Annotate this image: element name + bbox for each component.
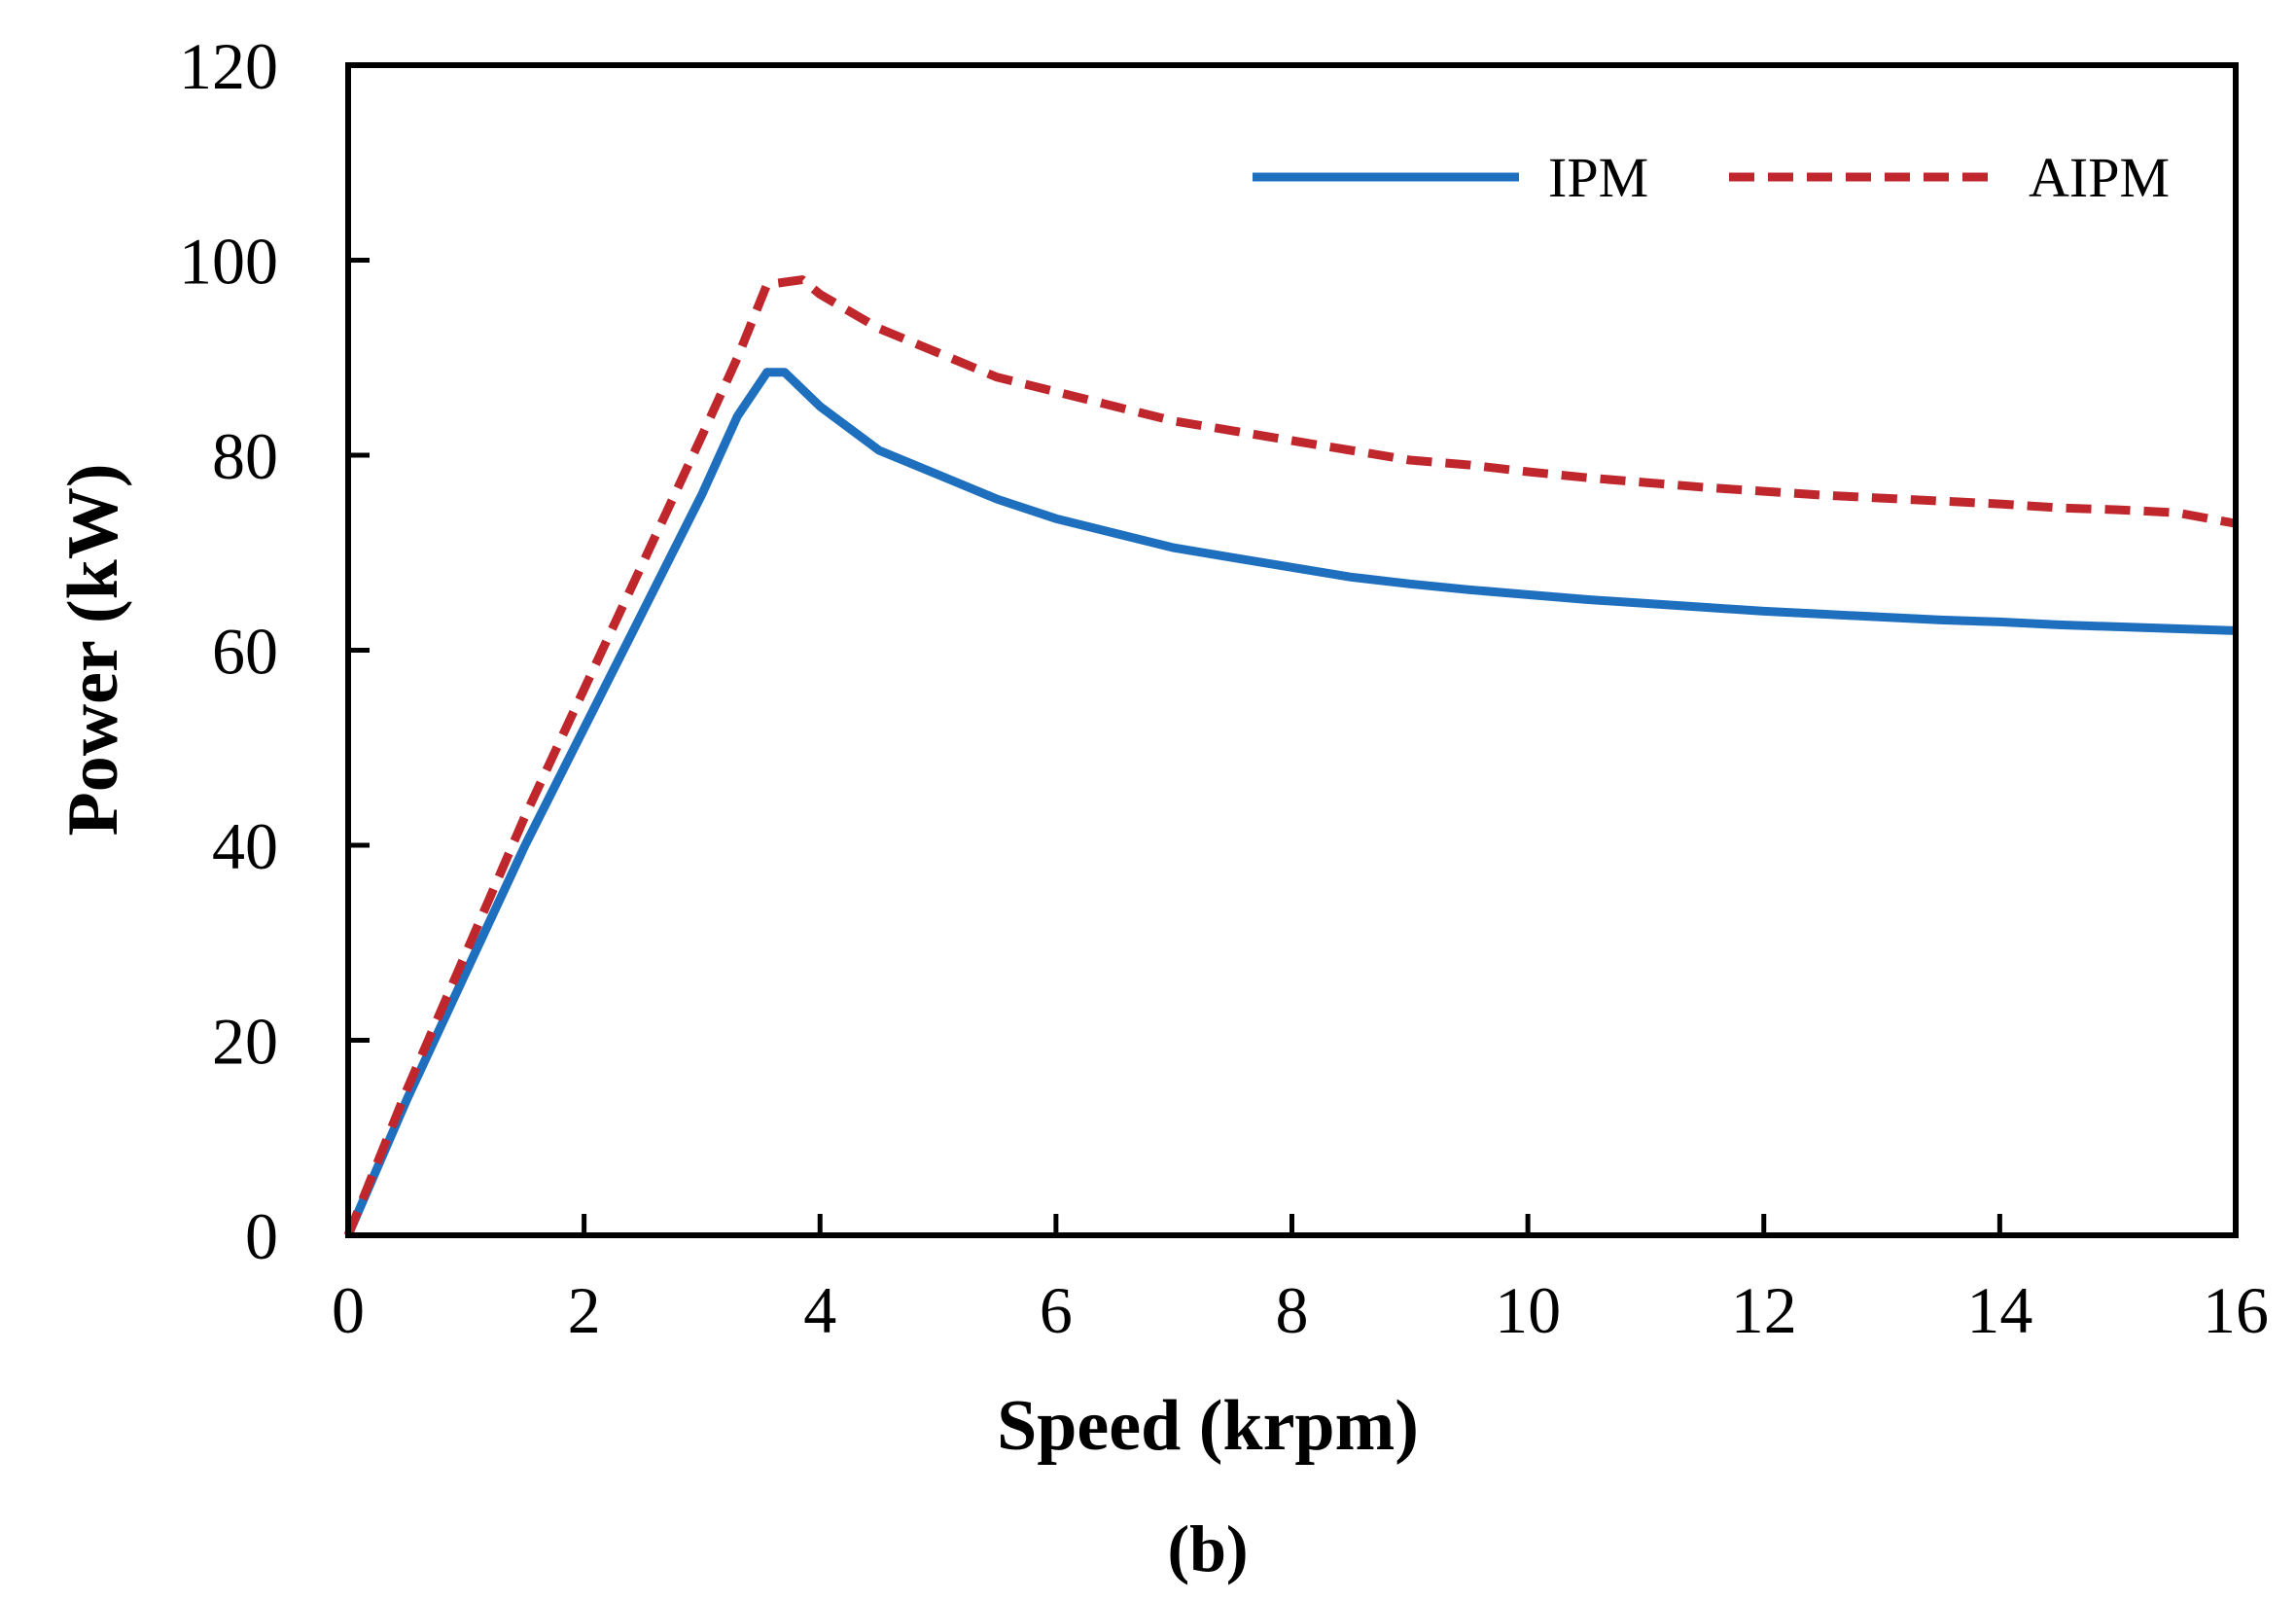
ticks-layer (345, 62, 2239, 1238)
plot-frame (345, 62, 2239, 1238)
x-tick-label-14: 14 (1966, 1273, 2032, 1347)
y-tick-label-20: 20 (212, 1005, 278, 1079)
x-axis-title: Speed (krpm) (997, 1386, 1419, 1466)
x-tick-label-4: 4 (803, 1273, 836, 1347)
y-tick-label-80: 80 (212, 419, 278, 493)
x-tick-label-6: 6 (1040, 1273, 1073, 1347)
y-tick-label-60: 60 (212, 615, 278, 689)
x-tick-label-10: 10 (1495, 1273, 1561, 1347)
legend-label-ipm: IPM (1548, 146, 1648, 209)
x-tick-label-16: 16 (2203, 1273, 2269, 1347)
series-layer (343, 275, 2237, 1237)
y-tick-label-40: 40 (212, 809, 278, 883)
x-tick-label-12: 12 (1731, 1273, 1797, 1347)
x-tick-label-0: 0 (332, 1273, 365, 1347)
x-tick-label-8: 8 (1276, 1273, 1309, 1347)
series-line-aipm (343, 275, 2237, 1237)
y-tick-label-120: 120 (179, 29, 278, 103)
plot-area (343, 62, 2239, 1238)
x-tick-label-2: 2 (568, 1273, 601, 1347)
series-line-ipm (343, 368, 2237, 1237)
y-tick-label-0: 0 (245, 1199, 278, 1273)
labels-layer: 0 2 4 6 8 10 12 14 16 0 20 40 60 80 100 120 (179, 29, 2269, 1347)
figure-caption: (b) (1167, 1512, 1248, 1585)
legend-label-aipm: AIPM (2029, 146, 2170, 209)
legend: IPM AIPM (1253, 146, 2170, 209)
y-tick-label-100: 100 (179, 225, 278, 299)
y-axis-title: Power (kW) (53, 464, 133, 836)
